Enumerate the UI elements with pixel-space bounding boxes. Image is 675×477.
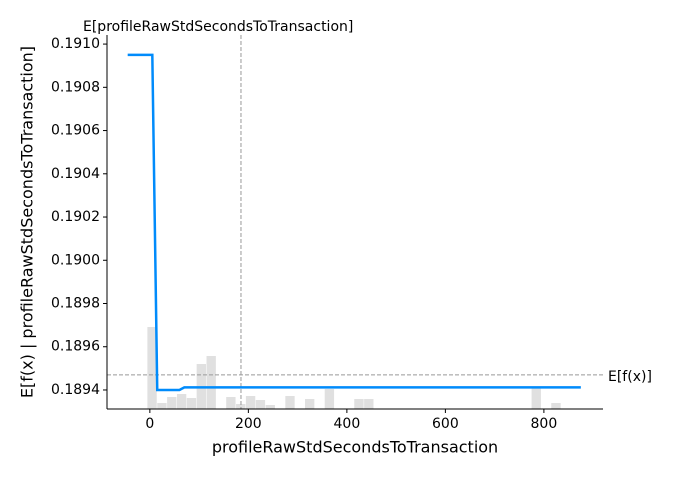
y-tick-label: 0.1902 bbox=[51, 209, 100, 225]
histogram-bar bbox=[255, 400, 266, 409]
y-axis-label: E[f(x) | profileRawStdSecondsToTransacti… bbox=[18, 46, 37, 398]
histogram-bar bbox=[176, 394, 187, 409]
line bbox=[127, 53, 581, 392]
x-mean-label: E[profileRawStdSecondsToTransaction] bbox=[83, 19, 353, 35]
x-tick-label: 600 bbox=[432, 416, 459, 432]
y-mean-label: E[f(x)] bbox=[608, 369, 652, 385]
histogram-bar bbox=[531, 387, 541, 409]
y-tick-label: 0.1894 bbox=[51, 382, 100, 398]
y-tick-label: 0.1904 bbox=[51, 166, 100, 182]
histogram-bar bbox=[364, 399, 374, 409]
histogram-bar bbox=[226, 397, 236, 409]
histogram-bar bbox=[157, 403, 167, 409]
y-tick-label: 0.1910 bbox=[51, 36, 100, 52]
x-tick-label: 0 bbox=[145, 416, 154, 432]
y-tick-label: 0.1908 bbox=[51, 79, 100, 95]
x-axis-label: profileRawStdSecondsToTransaction bbox=[212, 438, 498, 457]
histogram-bar bbox=[551, 403, 561, 409]
x-tick-label: 800 bbox=[531, 416, 558, 432]
histogram-bar bbox=[186, 398, 197, 409]
y-tick-label: 0.1906 bbox=[51, 123, 100, 139]
histogram-bar bbox=[236, 404, 246, 409]
histogram-bar bbox=[206, 356, 216, 409]
histogram-bar bbox=[305, 399, 315, 409]
histogram-bar bbox=[245, 396, 256, 409]
histogram-bar bbox=[167, 397, 177, 409]
histogram-bar bbox=[147, 327, 157, 409]
histogram-bar bbox=[354, 399, 364, 409]
x-tick-label: 400 bbox=[334, 416, 361, 432]
y-tick-label: 0.1896 bbox=[51, 339, 100, 355]
histogram-bar bbox=[285, 396, 295, 409]
x-tick-label: 200 bbox=[235, 416, 262, 432]
y-tick-label: 0.1900 bbox=[51, 252, 100, 268]
histogram-bar bbox=[324, 389, 335, 409]
y-tick-label: 0.1898 bbox=[51, 296, 100, 312]
histogram-bar bbox=[265, 405, 275, 409]
